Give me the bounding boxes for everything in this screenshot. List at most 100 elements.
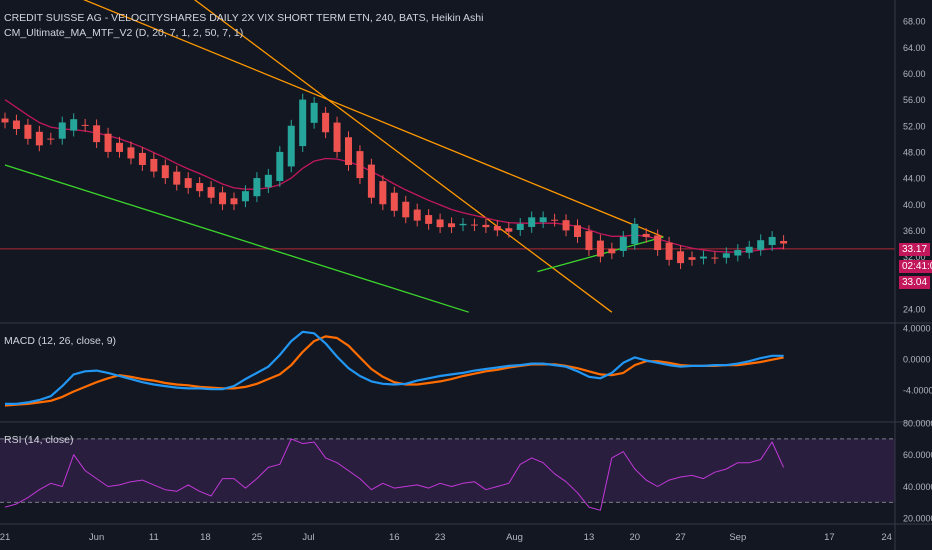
candle-body (425, 215, 433, 224)
candle-body (516, 223, 524, 230)
candle-body (241, 191, 249, 202)
candle-body (448, 223, 456, 228)
candle-body (677, 251, 685, 264)
candle-body (562, 220, 570, 231)
candle-body (253, 178, 261, 197)
candle-body (757, 240, 765, 250)
candle-body (333, 122, 341, 152)
candle-body (104, 133, 112, 152)
trendline (83, 0, 664, 238)
candle-body (47, 138, 55, 140)
price-tick-label: 64.00 (903, 43, 926, 53)
candle-body (734, 250, 742, 256)
x-tick-label: Jun (89, 532, 104, 543)
candle-body (12, 120, 20, 130)
candle-body (768, 236, 776, 246)
candle-body (551, 219, 559, 221)
price-tick-label: 36.00 (903, 226, 926, 236)
candle-body (276, 151, 284, 181)
candle-body (161, 165, 169, 179)
price-tick-label: 52.00 (903, 121, 926, 131)
candle-body (745, 246, 753, 253)
price-tick-label: 68.00 (903, 17, 926, 27)
trendline (193, 0, 613, 313)
candle-body (699, 256, 707, 259)
candle-body (35, 131, 43, 146)
candle-body (780, 240, 788, 244)
candle-body (219, 192, 227, 205)
candle-body (470, 224, 478, 226)
candle-body (24, 124, 32, 139)
x-tick-label: 13 (584, 532, 595, 543)
x-tick-label: Jul (302, 532, 314, 543)
x-tick-label: 24 (881, 532, 892, 543)
candle-body (539, 217, 547, 223)
candle-body (619, 236, 627, 251)
ma-line (4, 99, 784, 253)
price-tick-label: 48.00 (903, 147, 926, 157)
candle-body (482, 224, 490, 228)
candle-body (1, 118, 9, 123)
candle-body (642, 233, 650, 237)
low-price-label: 33.04 (899, 276, 931, 289)
candle-body (58, 122, 66, 139)
candle-body (184, 178, 192, 188)
chart-title: CREDIT SUISSE AG - VELOCITYSHARES DAILY … (4, 12, 484, 24)
candle-body (299, 99, 307, 147)
candle-body (493, 226, 501, 231)
price-tick-label: 60.00 (903, 69, 926, 79)
candle-body (230, 198, 238, 205)
price-tick-label: 40.00 (903, 200, 926, 210)
candle-body (150, 158, 158, 172)
candle-body (459, 223, 467, 226)
macd-tick-label: -4.0000 (903, 385, 932, 395)
x-tick-label: 27 (675, 532, 686, 543)
signal-line (4, 335, 784, 407)
candle-body (356, 151, 364, 179)
rsi-tick-label: 60.0000 (903, 450, 932, 460)
candle-body (631, 223, 639, 244)
candle-body (528, 217, 536, 227)
candle-body (196, 183, 204, 192)
candle-body (608, 248, 616, 254)
candle-body (413, 209, 421, 221)
candle-body (207, 187, 215, 198)
price-tick-label: 24.00 (903, 304, 926, 314)
macd-title: MACD (12, 26, close, 9) (4, 335, 117, 347)
macd-line (5, 330, 784, 405)
x-tick-label: 20 (629, 532, 640, 543)
rsi-tick-label: 80.0000 (903, 419, 932, 429)
x-tick-label: 17 (824, 532, 835, 543)
candle-body (505, 228, 513, 232)
candle-body (402, 201, 410, 218)
x-tick-label: Aug (506, 532, 523, 543)
price-tick-label: 56.00 (903, 95, 926, 105)
rsi-tick-label: 20.0000 (903, 514, 932, 524)
candle-body (310, 102, 318, 123)
x-tick-label: Sep (729, 532, 746, 543)
candle-body (367, 164, 375, 198)
candle-body (127, 147, 135, 159)
candle-body (345, 137, 352, 165)
candle-body (116, 142, 123, 152)
macd-tick-label: 0.0000 (903, 354, 931, 364)
last-price-label[interactable]: 33.17 (899, 243, 931, 256)
candle-body (596, 240, 604, 257)
candle-body (654, 235, 662, 251)
candle-body (722, 253, 730, 258)
candle-body (173, 171, 181, 185)
x-tick-label: 23 (435, 532, 446, 543)
candle-body (665, 242, 673, 260)
rsi-tick-label: 40.0000 (903, 482, 932, 492)
candle-body (390, 192, 398, 211)
candles (1, 93, 788, 270)
candle-body (574, 225, 581, 237)
candle-body (711, 257, 719, 259)
candle-body (70, 119, 78, 131)
candle-body (688, 257, 696, 260)
candle-body (287, 125, 295, 167)
trendline (4, 164, 469, 313)
x-tick-label: 18 (200, 532, 211, 543)
x-tick-label: 25 (252, 532, 263, 543)
